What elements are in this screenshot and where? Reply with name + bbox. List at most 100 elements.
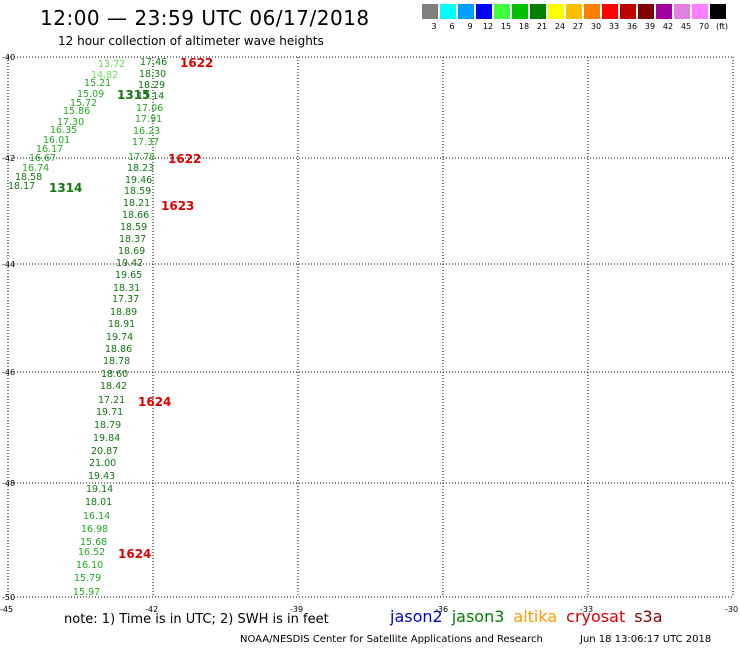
wave-height-value: 16.17 [36, 144, 63, 155]
wave-height-value: 18.79 [94, 420, 121, 431]
wave-height-value: 13.72 [98, 59, 125, 70]
legend-label: 6 [449, 22, 455, 31]
legend-label: (ft) [715, 22, 729, 31]
wave-height-value: 19.84 [93, 433, 120, 444]
wave-height-value: 18.60 [101, 369, 128, 380]
time-label: 1622 [168, 152, 201, 166]
legend-swatch [421, 4, 438, 19]
wave-height-value: 15.68 [80, 537, 107, 548]
legend-swatch [673, 4, 690, 19]
time-label: 1622 [180, 56, 213, 70]
axis-ticks: -40 -42 -44 -46 -48 -50 -45 -42 -39 -36 -33 -30 [0, 53, 738, 614]
wave-height-value: 19.65 [115, 270, 142, 281]
legend-swatch [493, 4, 510, 19]
legend-label: 12 [482, 22, 494, 31]
wave-height-value: 15.72 [70, 98, 97, 109]
time-label: 1624 [138, 395, 171, 409]
wave-height-value: 19.42 [116, 258, 143, 269]
time-label: 1315 [117, 88, 150, 102]
wave-height-value: 18.21 [123, 198, 150, 209]
wave-height-value: 18.01 [85, 497, 112, 508]
latitude-tick-label: -50 [2, 593, 15, 602]
legend-swatch [655, 4, 672, 19]
wave-height-value: 19.71 [96, 407, 123, 418]
longitude-tick-label: -39 [290, 605, 303, 614]
wave-height-value: 18.59 [124, 186, 151, 197]
map-grid [7, 56, 734, 598]
wave-height-value: 18.31 [113, 283, 140, 294]
legend-label: 42 [662, 22, 674, 31]
wave-height-value: 20.87 [91, 446, 118, 457]
legend-label: 70 [698, 22, 710, 31]
satellite-altika: altika [513, 607, 558, 626]
legend-swatch [565, 4, 582, 19]
wave-height-value: 16.10 [76, 560, 103, 571]
wave-height-value: 18.42 [100, 381, 127, 392]
legend-label: 9 [467, 22, 473, 31]
latitude-tick-label: -42 [2, 154, 15, 163]
legend-label: 30 [590, 22, 602, 31]
legend-swatch [511, 4, 528, 19]
map-title: 12:00 — 23:59 UTC 06/17/2018 [40, 6, 370, 30]
wave-height-value: 15.86 [63, 106, 90, 117]
longitude-tick-label: -45 [0, 605, 13, 614]
wave-height-value: 17.46 [140, 57, 167, 68]
wave-height-value: 15.21 [84, 78, 111, 89]
wave-height-value: 17.30 [57, 117, 84, 128]
satellite-legend: jason2 jason3 altika cryosat s3a [390, 607, 672, 626]
longitude-tick-label: -42 [145, 605, 158, 614]
wave-height-value: 15.97 [73, 587, 100, 598]
wave-height-value: 16.35 [50, 125, 77, 136]
legend-swatch [457, 4, 474, 19]
wave-height-value: 16.23 [133, 126, 160, 137]
wave-height-value: 16.98 [81, 524, 108, 535]
wave-height-value: 14.82 [91, 70, 118, 81]
legend-swatch [601, 4, 618, 19]
legend-label: 18 [518, 22, 530, 31]
wave-height-value: 17.37 [132, 137, 159, 148]
longitude-tick-label: -36 [435, 605, 448, 614]
generated-timestamp: Jun 18 13:06:17 UTC 2018 [580, 634, 712, 645]
satellite-s3a: s3a [634, 607, 663, 626]
map-subtitle: 12 hour collection of altimeter wave hei… [58, 34, 324, 48]
wave-height-value: 16.14 [83, 511, 110, 522]
wave-height-value: 17.91 [135, 114, 162, 125]
wave-height-value: 17.78 [128, 152, 155, 163]
wave-height-value: 18.59 [120, 222, 147, 233]
legend-swatch [637, 4, 654, 19]
wave-height-value: 18.30 [139, 69, 166, 80]
credit-text: NOAA/NESDIS Center for Satellite Applica… [240, 634, 543, 645]
wave-height-value: 18.66 [122, 210, 149, 221]
legend-swatch [619, 4, 636, 19]
legend-swatch [529, 4, 546, 19]
longitude-tick-label: -30 [725, 605, 738, 614]
wave-height-value: 16.52 [78, 547, 105, 558]
legend-label: 39 [644, 22, 656, 31]
latitude-tick-label: -40 [2, 53, 15, 62]
wave-height-value: 18.89 [110, 307, 137, 318]
wave-height-value: 19.14 [86, 484, 113, 495]
wave-height-value: 19.43 [88, 471, 115, 482]
latitude-tick-label: -44 [2, 260, 15, 269]
legend-swatch [439, 4, 456, 19]
legend-swatch [547, 4, 564, 19]
legend-label: 15 [500, 22, 512, 31]
legend-label: 33 [608, 22, 620, 31]
track-1314: 13.7214.8215.2115.0915.7215.8617.3016.35… [8, 59, 125, 192]
wave-height-value: 17.14 [137, 91, 164, 102]
legend-label: 27 [572, 22, 584, 31]
legend-swatch [691, 4, 708, 19]
wave-height-value: 15.09 [77, 89, 104, 100]
wave-height-value: 16.67 [29, 153, 56, 164]
latitude-tick-label: -48 [2, 479, 15, 488]
legend-label: 21 [536, 22, 548, 31]
legend-swatch [709, 4, 726, 19]
wave-height-value: 17.21 [98, 395, 125, 406]
satellite-jason2: jason2 [390, 607, 443, 626]
wave-height-value: 21.00 [89, 458, 116, 469]
wave-height-value: 18.78 [103, 356, 130, 367]
legend-swatch [583, 4, 600, 19]
latitude-tick-label: -46 [2, 368, 15, 377]
time-label: 1623 [161, 199, 194, 213]
wave-height-value: 16.74 [22, 163, 49, 174]
